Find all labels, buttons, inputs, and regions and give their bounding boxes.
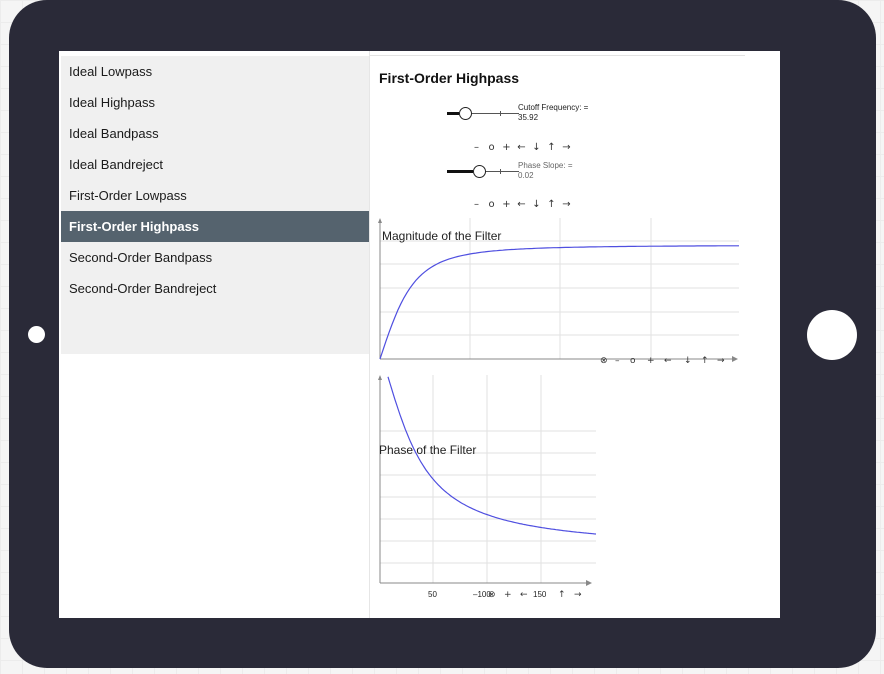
sidebar-item-ideal-lowpass[interactable]: Ideal Lowpass [69,64,153,79]
arrow-left-button[interactable]: ← [517,199,526,210]
phase-slope-value: 0.02 [518,171,534,180]
home-button[interactable] [807,310,857,360]
arrow-down-button[interactable]: ↓ [532,142,541,153]
magnitude-plot-controls: ⊗ – o + ← ↓ ↑ → [600,356,725,366]
top-divider [369,55,745,56]
cutoff-frequency-label-text: Cutoff Frequency: = [518,103,589,112]
y-axis-arrow-icon [378,375,382,380]
phase-plot: Phase of the Filter 50 –100 150 ⊗ + ← ↑ … [378,375,597,600]
arrow-up-button[interactable]: ↑ [547,199,556,210]
sidebar-item-first-order-lowpass[interactable]: First-Order Lowpass [69,188,187,203]
arrow-down-button[interactable]: ↓ [684,356,692,366]
increment-button[interactable]: + [504,590,512,600]
slider-tick [500,111,501,116]
phase-slope-controls: – o + ← ↓ ↑ → [469,199,574,210]
increment-button[interactable]: + [647,356,655,366]
x-axis-arrow-icon [586,580,592,586]
sidebar: Ideal Lowpass Ideal Highpass Ideal Bandp… [61,56,370,354]
arrow-up-button[interactable]: ↑ [547,142,556,153]
magnitude-plot: Magnitude of the Filter ⊗ – o + ← ↓ ↑ → [378,218,739,366]
cutoff-frequency-slider[interactable]: Cutoff Frequency: = 35.92 [447,103,597,133]
sidebar-item-second-order-bandpass[interactable]: Second-Order Bandpass [69,250,213,265]
sidebar-item-ideal-highpass[interactable]: Ideal Highpass [69,95,155,110]
arrow-up-button[interactable]: ↑ [701,356,709,366]
tick-label: 150 [533,590,547,599]
decrement-button[interactable]: – [474,199,479,210]
phase-slope-slider[interactable]: Phase Slope: = 0.02 [447,161,597,191]
arrow-down-button[interactable]: ↓ [532,199,541,210]
sidebar-item-second-order-bandreject[interactable]: Second-Order Bandreject [69,281,217,296]
sidebar-item-ideal-bandreject[interactable]: Ideal Bandreject [69,157,163,172]
slider-tick [500,169,501,174]
reset-button[interactable]: o [488,142,495,153]
arrow-left-button[interactable]: ← [517,142,526,153]
arrow-left-button[interactable]: ← [520,590,528,600]
screen: Ideal Lowpass Ideal Highpass Ideal Bandp… [59,51,780,618]
page-title: First-Order Highpass [379,70,520,86]
slider-knob[interactable] [473,165,487,178]
magnitude-plot-title: Magnitude of the Filter [382,229,501,243]
reset-button[interactable]: o [488,199,495,210]
increment-button[interactable]: + [502,199,511,210]
phase-curve [387,376,597,535]
main-panel: First-Order Highpass Cutoff Frequency: =… [369,51,780,618]
zoom-icon[interactable]: ⊗ [488,590,496,600]
y-axis-arrow-icon [378,218,382,223]
x-axis-arrow-icon [732,356,738,362]
zoom-icon[interactable]: ⊗ [600,356,608,366]
camera-dot [28,326,45,343]
sidebar-item-first-order-highpass[interactable]: First-Order Highpass [61,211,369,242]
phase-plot-title: Phase of the Filter [379,443,476,457]
arrow-right-button[interactable]: → [562,199,571,210]
magnitude-grid [380,218,739,359]
arrow-up-button[interactable]: ↑ [558,590,566,600]
cutoff-frequency-label: Cutoff Frequency: = 35.92 [518,103,588,123]
reset-button[interactable]: o [630,356,636,366]
arrow-right-button[interactable]: → [717,356,725,366]
increment-button[interactable]: + [502,142,511,153]
magnitude-curve [379,245,739,360]
slider-fill [447,170,474,173]
cutoff-frequency-value: 35.92 [518,113,539,122]
phase-grid [380,375,596,583]
slider-knob[interactable] [459,107,472,120]
tick-label: 50 [428,590,437,599]
cutoff-controls: – o + ← ↓ ↑ → [469,142,574,153]
decrement-button[interactable]: – [615,356,620,366]
arrow-left-button[interactable]: ← [664,356,672,366]
phase-slope-label: Phase Slope: = 0.02 [518,161,572,181]
arrow-right-button[interactable]: → [574,590,582,600]
phase-plot-controls: ⊗ + ← ↑ → [488,590,582,600]
slider-track [447,113,519,114]
sidebar-item-ideal-bandpass[interactable]: Ideal Bandpass [69,126,159,141]
decrement-button[interactable]: – [474,142,479,153]
slider-fill [447,112,459,115]
tick-label: –100 [473,590,491,599]
phase-slope-label-text: Phase Slope: = [518,161,573,170]
arrow-right-button[interactable]: → [562,142,571,153]
